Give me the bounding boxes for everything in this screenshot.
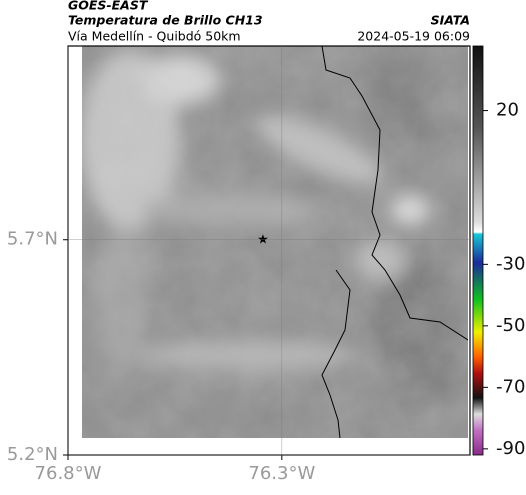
datetime: 2024-05-19 06:09 [357,29,470,44]
satellite-image [82,46,468,438]
colorbar-tick-label: -50 [496,315,525,336]
source: GOES-EAST [68,0,149,13]
x-tick-label: 76.3°W [248,463,315,484]
title: Temperatura de Brillo CH13 [68,13,263,28]
boundary [321,269,351,438]
subtitle: Vía Medellín - Quibdó 50km [68,29,241,44]
boundary [321,46,468,341]
colorbar-tick-label: 20 [496,100,519,121]
location-marker: ★ [257,233,269,248]
x-tick-label: 76.8°W [35,463,102,484]
colorbar-tick-label: -30 [496,253,525,274]
org: SIATA [431,13,470,28]
colorbar-tick-label: -90 [496,438,525,459]
colorbar-tick-label: -70 [496,376,525,397]
y-tick-label: 5.7°N [7,229,58,250]
y-tick-label: 5.2°N [7,444,58,465]
colorbar [472,45,484,456]
